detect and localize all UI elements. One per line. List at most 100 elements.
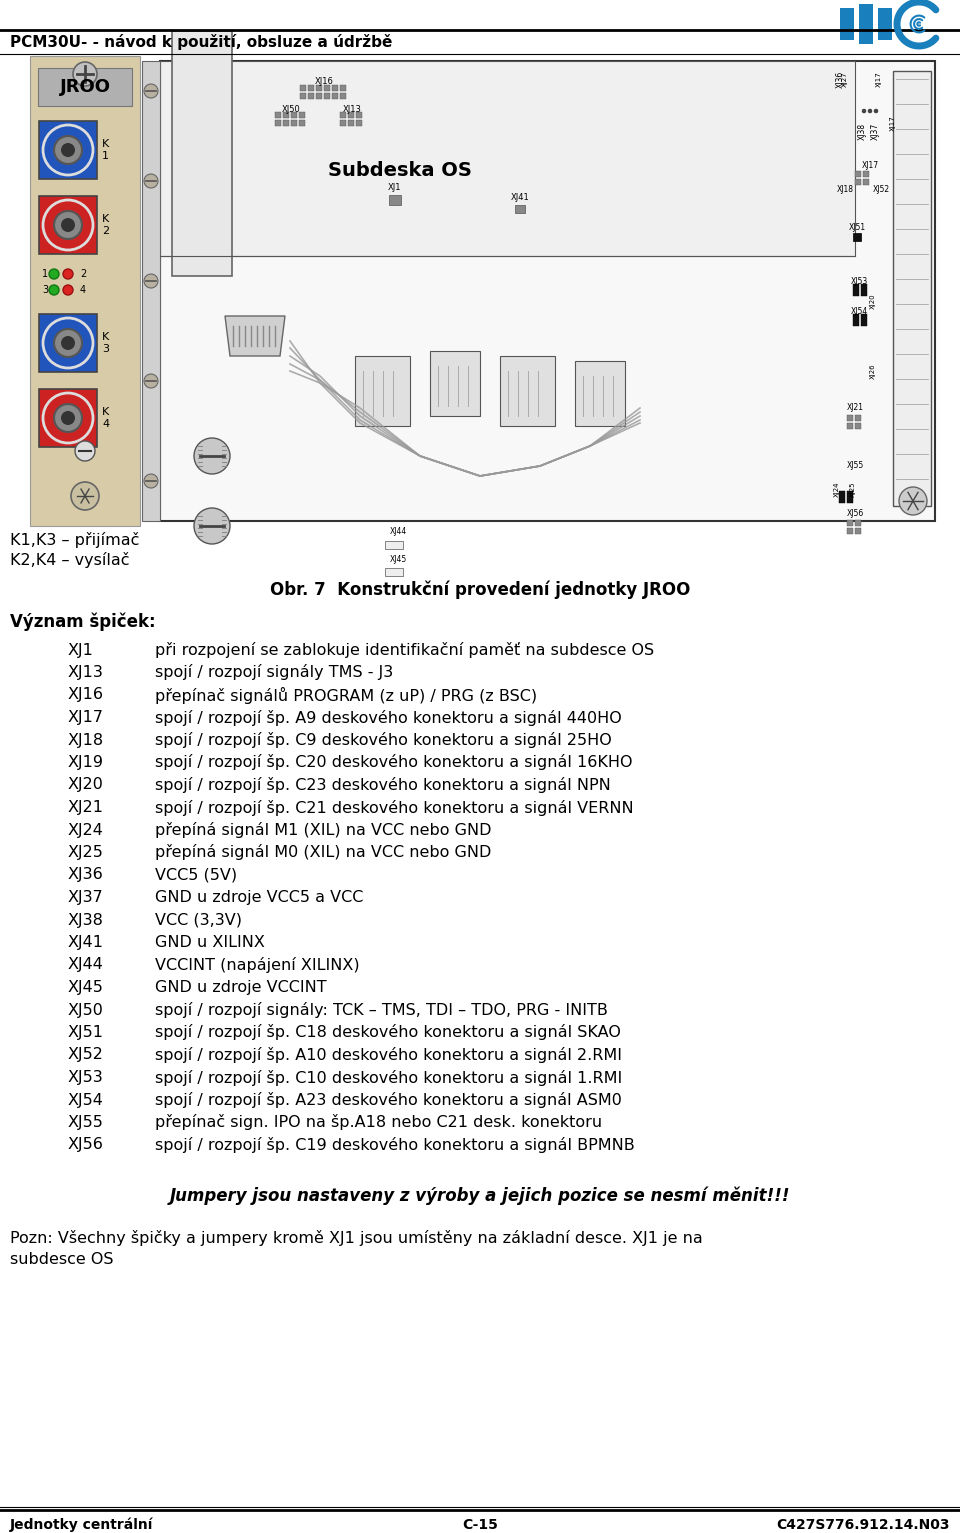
Text: spojí / rozpojí šp. A10 deskového konektoru a signál 2.RMI: spojí / rozpojí šp. A10 deskového konekt… [155,1047,622,1062]
Text: XJ24: XJ24 [68,823,104,837]
Text: spojí / rozpojí signály TMS - J3: spojí / rozpojí signály TMS - J3 [155,664,394,681]
Circle shape [43,199,93,250]
Bar [172,31,232,276]
Bar [340,120,346,126]
Circle shape [61,143,75,156]
Bar [308,84,314,90]
Bar [385,569,403,576]
Text: spojí / rozpojí šp. A23 deskového konektoru a signál ASM0: spojí / rozpojí šp. A23 deskového konekt… [155,1091,622,1108]
Polygon shape [897,2,933,46]
Circle shape [194,438,230,474]
Polygon shape [225,316,285,356]
Bar [283,112,289,118]
Text: XJ37: XJ37 [68,891,104,904]
Text: XJ56: XJ56 [847,509,864,518]
Text: K
4: K 4 [102,408,109,429]
Text: při rozpojení se zablokuje identifikační paměť na subdesce OS: při rozpojení se zablokuje identifikační… [155,642,654,658]
Circle shape [61,218,75,231]
Bar [863,172,869,176]
Bar [500,356,555,426]
Bar [575,360,625,426]
Circle shape [54,405,82,432]
Text: VCC (3,3V): VCC (3,3V) [155,912,242,927]
Bar [300,84,306,90]
Bar [160,61,935,521]
Bar [340,112,346,118]
Circle shape [61,336,75,350]
Bar [348,112,354,118]
Text: XJ51: XJ51 [68,1026,104,1039]
Bar [861,284,867,296]
Text: XJ21: XJ21 [68,800,104,816]
Bar [340,84,346,90]
Bar [389,195,401,205]
Bar [39,121,97,179]
Bar [385,541,403,549]
Text: C-15: C-15 [462,1518,498,1531]
Bar [855,423,861,429]
Bar [299,112,305,118]
Circle shape [49,268,59,279]
Text: Obr. 7  Konstrukční provedení jednotky JROO: Obr. 7 Konstrukční provedení jednotky JR… [270,581,690,599]
Text: K1,K3 – přijímač: K1,K3 – přijímač [10,532,139,547]
Bar [853,284,859,296]
Text: XJ56: XJ56 [68,1137,104,1153]
Text: XJ44: XJ44 [390,526,407,535]
Bar [515,205,525,213]
Bar [847,423,853,429]
Bar [356,120,362,126]
Text: XJ41: XJ41 [511,193,529,202]
Circle shape [144,274,158,288]
Circle shape [144,175,158,189]
Bar [299,120,305,126]
Bar [142,61,160,521]
Circle shape [43,126,93,175]
Bar [847,520,853,526]
Text: XJ27: XJ27 [842,71,848,87]
Bar [847,491,853,503]
Circle shape [75,442,95,461]
Text: XJ45: XJ45 [390,555,407,564]
Text: XJ36: XJ36 [68,868,104,883]
Circle shape [61,411,75,425]
Bar [332,84,338,90]
Bar [308,94,314,100]
Bar [863,179,869,185]
Text: XJ26: XJ26 [870,363,876,379]
Circle shape [73,61,97,86]
Text: XJ17: XJ17 [861,161,878,170]
Text: XJ36: XJ36 [835,71,845,87]
Text: XJ17: XJ17 [68,710,104,725]
Text: XJ53: XJ53 [851,276,868,285]
Circle shape [49,285,59,294]
Text: XJ20: XJ20 [870,293,876,308]
Text: přepíná signál M1 (XIL) na VCC nebo GND: přepíná signál M1 (XIL) na VCC nebo GND [155,822,492,839]
Text: 2: 2 [80,268,86,279]
Text: Jednotky centrální: Jednotky centrální [10,1518,154,1533]
Bar [855,527,861,533]
Text: K
2: K 2 [102,215,109,236]
Text: XJ52: XJ52 [873,184,890,193]
Text: XJ25: XJ25 [850,481,856,497]
Text: přepínač signálů PROGRAM (z uP) / PRG (z BSC): přepínač signálů PROGRAM (z uP) / PRG (z… [155,687,538,704]
Bar [840,8,854,40]
Text: 3: 3 [42,285,48,294]
Circle shape [874,109,878,113]
Bar [853,233,861,241]
Circle shape [63,268,73,279]
Bar [855,179,861,185]
Bar [855,520,861,526]
Bar [275,120,281,126]
Text: XJ13: XJ13 [343,104,361,113]
Text: XJ54: XJ54 [851,307,868,316]
Text: spojí / rozpojí šp. C9 deskového konektoru a signál 25HO: spojí / rozpojí šp. C9 deskového konekto… [155,731,612,748]
Circle shape [899,487,927,515]
Bar [855,415,861,422]
Bar [861,314,867,327]
Text: XJ54: XJ54 [68,1093,104,1107]
Text: K2,K4 – vysílač: K2,K4 – vysílač [10,552,130,569]
Text: VCC5 (5V): VCC5 (5V) [155,868,237,883]
Circle shape [54,212,82,239]
Bar [275,112,281,118]
Text: XJ41: XJ41 [68,935,104,950]
